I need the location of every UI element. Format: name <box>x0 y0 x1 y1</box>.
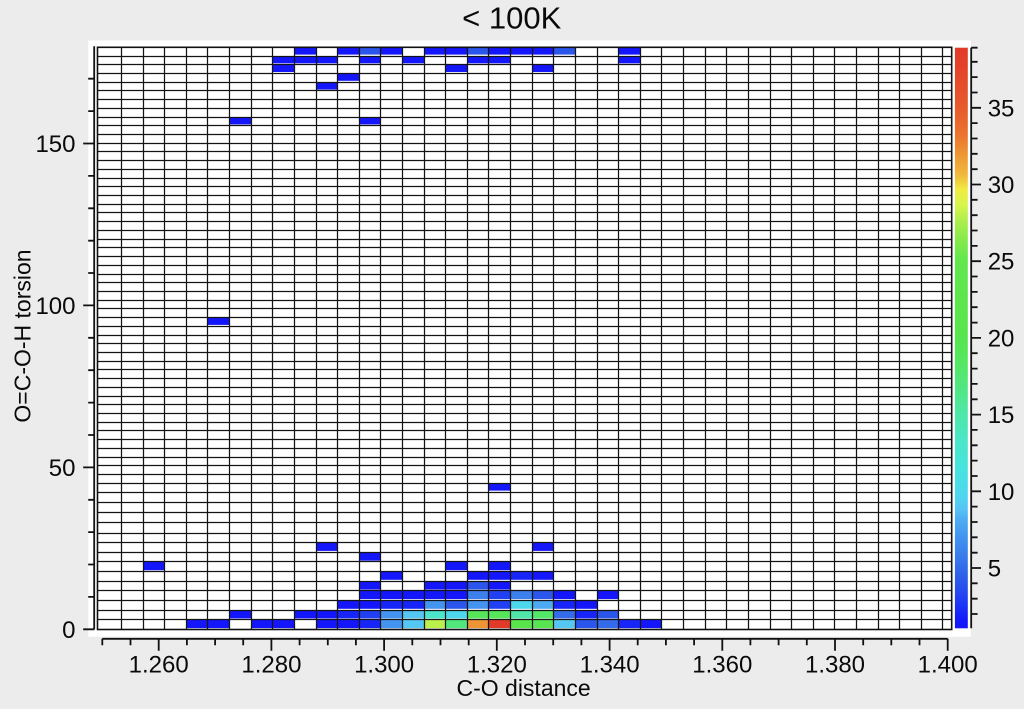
svg-text:150: 150 <box>35 131 75 158</box>
svg-text:1.400: 1.400 <box>918 652 978 679</box>
svg-text:1.340: 1.340 <box>580 652 640 679</box>
svg-text:15: 15 <box>988 402 1015 429</box>
svg-text:1.300: 1.300 <box>354 652 414 679</box>
svg-text:50: 50 <box>49 455 76 482</box>
svg-text:0: 0 <box>62 617 75 644</box>
svg-text:35: 35 <box>988 95 1015 122</box>
svg-text:1.260: 1.260 <box>129 652 189 679</box>
svg-text:5: 5 <box>988 556 1001 583</box>
svg-text:1.320: 1.320 <box>467 652 527 679</box>
svg-text:1.360: 1.360 <box>692 652 752 679</box>
svg-text:100: 100 <box>35 293 75 320</box>
svg-text:< 100K: < 100K <box>462 0 561 35</box>
svg-text:1.380: 1.380 <box>805 652 865 679</box>
svg-text:C-O distance: C-O distance <box>456 675 590 701</box>
svg-text:O=C-O-H torsion: O=C-O-H torsion <box>10 249 36 422</box>
svg-text:10: 10 <box>988 479 1015 506</box>
svg-text:20: 20 <box>988 325 1015 352</box>
svg-text:25: 25 <box>988 249 1015 276</box>
svg-text:1.280: 1.280 <box>241 652 301 679</box>
svg-text:30: 30 <box>988 172 1015 199</box>
